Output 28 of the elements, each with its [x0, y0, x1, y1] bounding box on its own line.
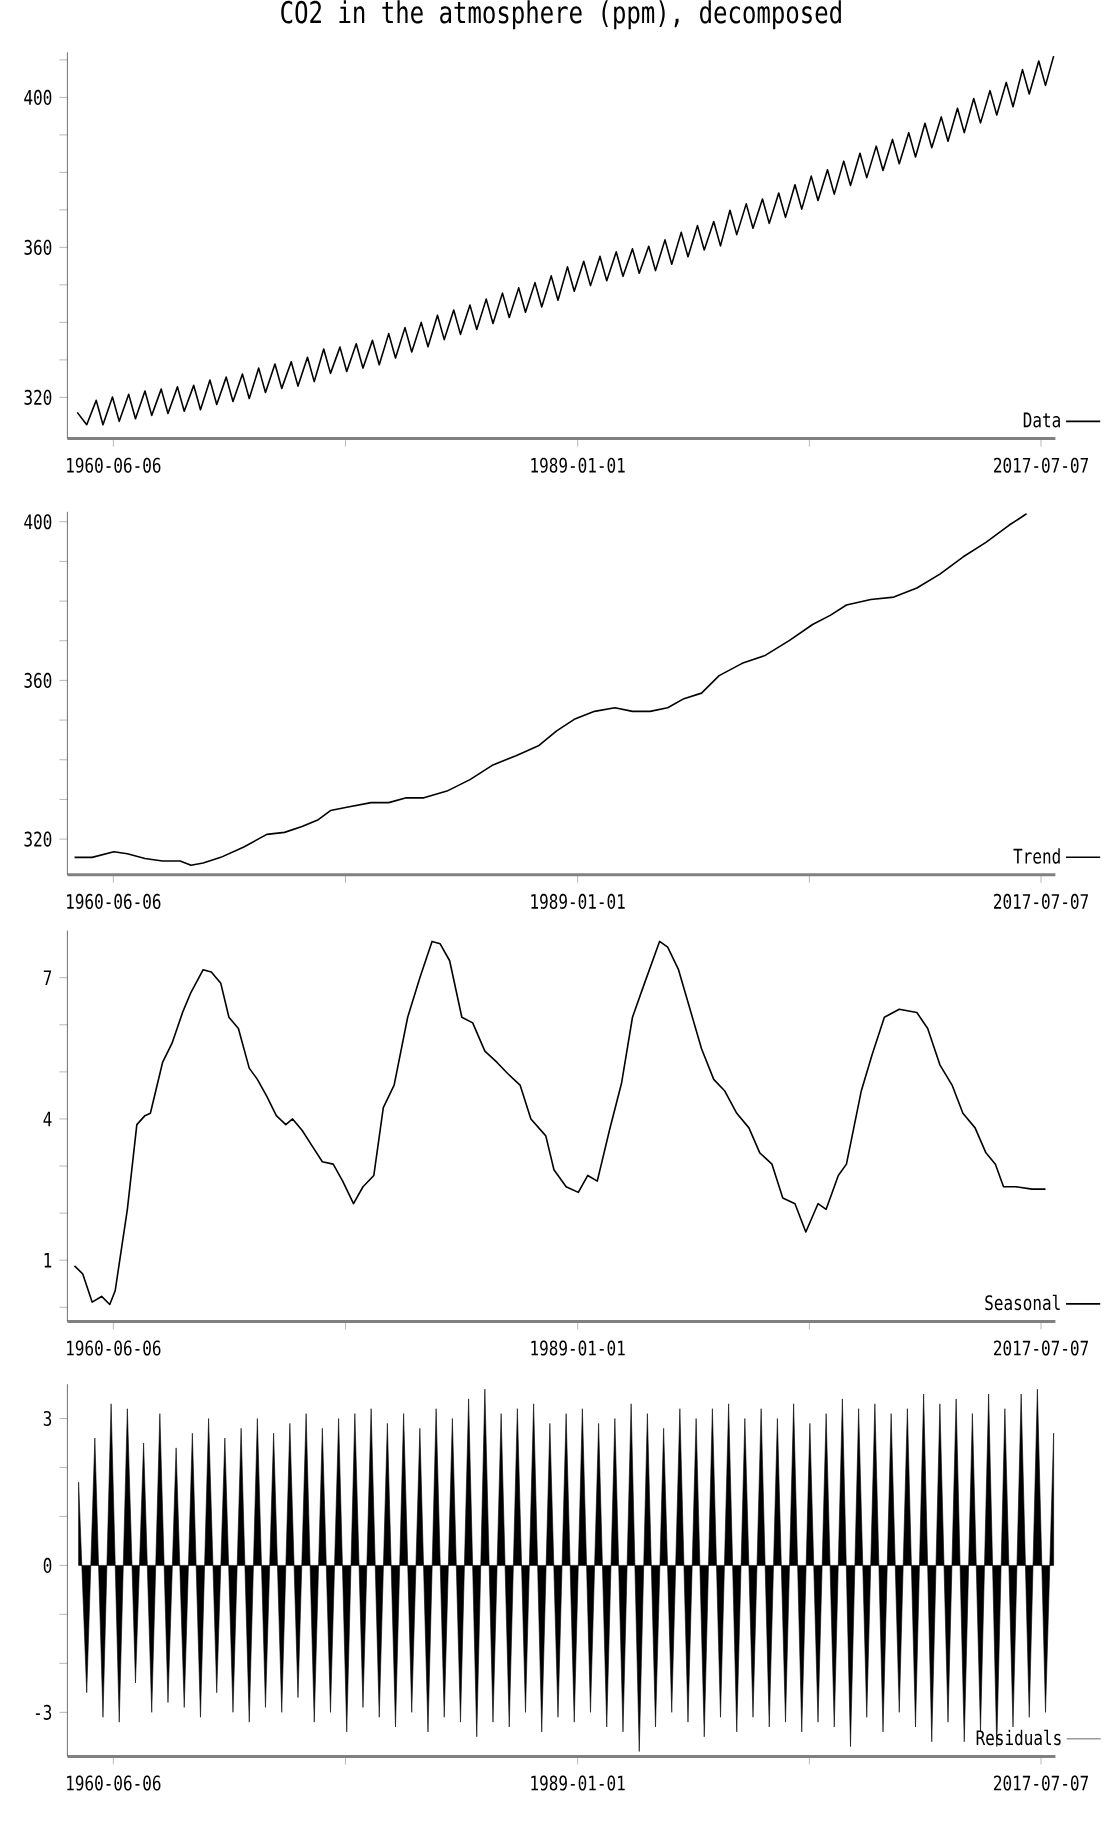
y-tick-label: 320: [24, 389, 52, 405]
y-tick-label: 360: [24, 239, 52, 255]
x-tick-label: 1989-01-01: [531, 457, 625, 473]
y-tick-label: 3: [43, 1410, 52, 1427]
legend-label: Data: [1023, 412, 1060, 428]
y-tick-label: 7: [43, 970, 52, 985]
x-tick-label: 1960-06-06: [67, 1340, 161, 1356]
x-tick-label: 1989-01-01: [531, 1340, 625, 1356]
y-tick-label: 400: [24, 514, 52, 530]
legend-label: Trend: [1013, 848, 1060, 864]
y-tick-label: 400: [24, 89, 52, 105]
x-tick-label: 1989-01-01: [531, 893, 625, 910]
chart-title: CO2 in the atmosphere (ppm), decomposed: [281, 0, 841, 30]
x-tick-label: 1960-06-06: [67, 457, 161, 473]
x-tick-label: 2017-07-07: [994, 457, 1088, 473]
x-tick-label: 2017-07-07: [994, 1340, 1088, 1356]
y-tick-label: 4: [43, 1111, 52, 1127]
y-tick-label: 320: [24, 831, 52, 847]
y-tick-label: -3: [35, 1704, 52, 1720]
x-tick-label: 1989-01-01: [531, 1775, 625, 1791]
y-tick-label: 360: [24, 672, 52, 688]
x-tick-label: 2017-07-07: [994, 893, 1088, 910]
y-tick-label: 1: [44, 1252, 52, 1268]
legend-label: Seasonal: [985, 1294, 1060, 1311]
x-tick-label: 2017-07-07: [994, 1775, 1088, 1791]
y-tick-label: 0: [43, 1557, 52, 1573]
x-tick-label: 1960-06-06: [67, 893, 161, 910]
x-tick-label: 1960-06-06: [67, 1775, 161, 1791]
